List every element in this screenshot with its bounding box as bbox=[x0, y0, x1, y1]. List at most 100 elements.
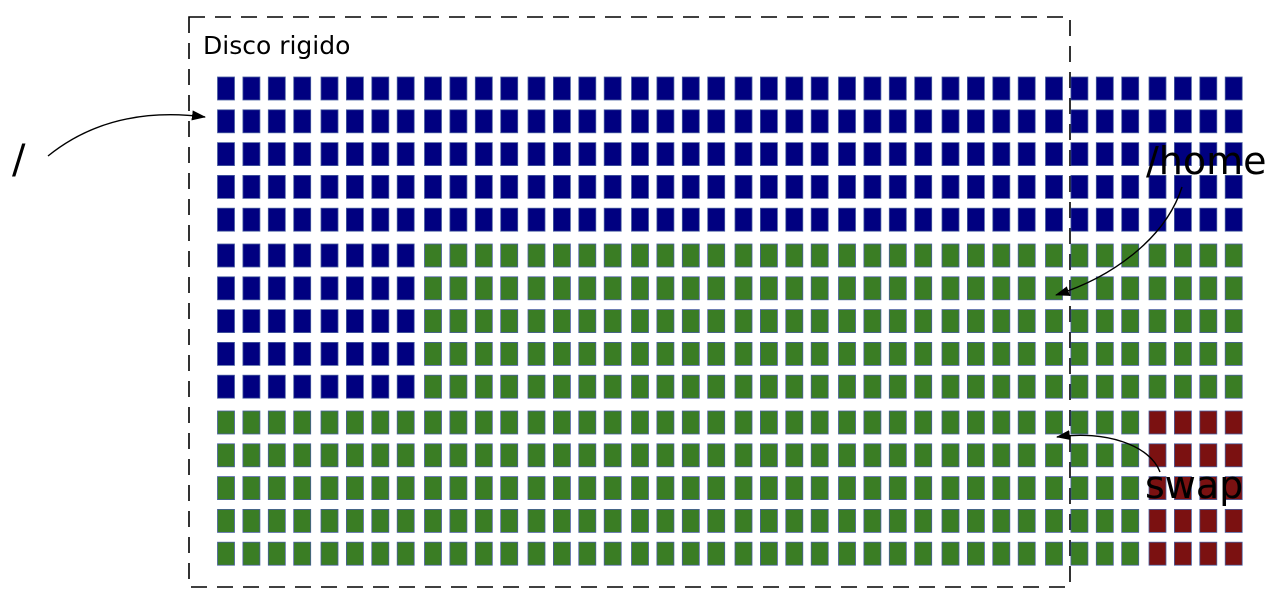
block-home bbox=[734, 309, 753, 334]
block-root bbox=[785, 174, 804, 199]
block-root bbox=[992, 174, 1011, 199]
block-home bbox=[371, 410, 390, 435]
block-home bbox=[992, 476, 1011, 501]
block-root bbox=[1148, 109, 1167, 134]
block-home bbox=[424, 410, 442, 435]
block-home bbox=[681, 243, 700, 268]
block-home bbox=[656, 309, 675, 334]
block-root bbox=[553, 109, 571, 134]
block-root bbox=[1070, 142, 1089, 167]
block-home bbox=[424, 541, 442, 566]
block-swap bbox=[1224, 443, 1243, 468]
block-home bbox=[681, 276, 700, 301]
block-root bbox=[578, 109, 597, 134]
block-home bbox=[888, 410, 907, 435]
block-home bbox=[967, 309, 985, 334]
block-root bbox=[396, 341, 415, 366]
block-home bbox=[474, 508, 493, 533]
block-root bbox=[967, 174, 985, 199]
block-grid bbox=[217, 76, 1243, 566]
block-home bbox=[760, 508, 778, 533]
block-home bbox=[474, 309, 493, 334]
block-root bbox=[449, 174, 468, 199]
block-home bbox=[838, 443, 856, 468]
block-home bbox=[914, 508, 933, 533]
block-home bbox=[1224, 341, 1243, 366]
block-home bbox=[217, 541, 235, 566]
block-root bbox=[527, 142, 546, 167]
block-root bbox=[656, 207, 675, 232]
block-home bbox=[1121, 243, 1140, 268]
block-swap bbox=[1199, 410, 1218, 435]
block-root bbox=[449, 76, 468, 101]
block-home bbox=[707, 410, 726, 435]
block-root bbox=[1199, 142, 1218, 167]
block-home bbox=[1148, 276, 1167, 301]
block-root bbox=[371, 174, 390, 199]
block-home bbox=[267, 410, 286, 435]
block-home bbox=[293, 410, 312, 435]
block-root bbox=[578, 142, 597, 167]
block-root bbox=[888, 142, 907, 167]
block-home bbox=[1121, 410, 1140, 435]
block-home bbox=[734, 374, 753, 399]
block-root bbox=[396, 174, 415, 199]
block-home bbox=[217, 443, 235, 468]
block-home bbox=[527, 243, 546, 268]
block-home bbox=[810, 243, 829, 268]
block-root bbox=[242, 76, 261, 101]
block-root bbox=[760, 207, 778, 232]
block-home bbox=[1070, 243, 1089, 268]
block-swap bbox=[1199, 476, 1218, 501]
block-home bbox=[1121, 309, 1140, 334]
block-root bbox=[267, 276, 286, 301]
block-home bbox=[217, 476, 235, 501]
block-root bbox=[242, 374, 261, 399]
block-root bbox=[293, 341, 312, 366]
disk-frame bbox=[188, 16, 1071, 588]
block-root bbox=[1199, 76, 1218, 101]
block-home bbox=[681, 476, 700, 501]
block-root bbox=[320, 309, 339, 334]
block-swap bbox=[1174, 443, 1192, 468]
block-root bbox=[527, 174, 546, 199]
block-home bbox=[553, 508, 571, 533]
block-home bbox=[553, 341, 571, 366]
block-root bbox=[424, 142, 442, 167]
block-root bbox=[267, 341, 286, 366]
block-home bbox=[810, 541, 829, 566]
block-home bbox=[863, 541, 882, 566]
block-swap bbox=[1224, 541, 1243, 566]
block-home bbox=[838, 309, 856, 334]
block-home bbox=[424, 276, 442, 301]
block-root bbox=[320, 243, 339, 268]
block-root bbox=[396, 109, 415, 134]
block-swap bbox=[1199, 508, 1218, 533]
block-root bbox=[967, 76, 985, 101]
block-home bbox=[371, 443, 390, 468]
block-home bbox=[707, 508, 726, 533]
block-home bbox=[734, 276, 753, 301]
block-home bbox=[1121, 276, 1140, 301]
block-root bbox=[371, 142, 390, 167]
block-home bbox=[603, 374, 622, 399]
block-root bbox=[1148, 207, 1167, 232]
block-home bbox=[941, 276, 960, 301]
block-root bbox=[1148, 142, 1167, 167]
block-root bbox=[424, 207, 442, 232]
block-home bbox=[603, 309, 622, 334]
block-root bbox=[863, 109, 882, 134]
block-root bbox=[941, 174, 960, 199]
block-home bbox=[1017, 374, 1036, 399]
block-home bbox=[1017, 508, 1036, 533]
block-home bbox=[345, 443, 364, 468]
block-home bbox=[1045, 341, 1063, 366]
block-home bbox=[500, 476, 519, 501]
block-root bbox=[1121, 142, 1140, 167]
block-root bbox=[810, 174, 829, 199]
block-home bbox=[734, 443, 753, 468]
block-root bbox=[500, 109, 519, 134]
block-home bbox=[320, 541, 339, 566]
block-home bbox=[1045, 541, 1063, 566]
block-root bbox=[1121, 207, 1140, 232]
